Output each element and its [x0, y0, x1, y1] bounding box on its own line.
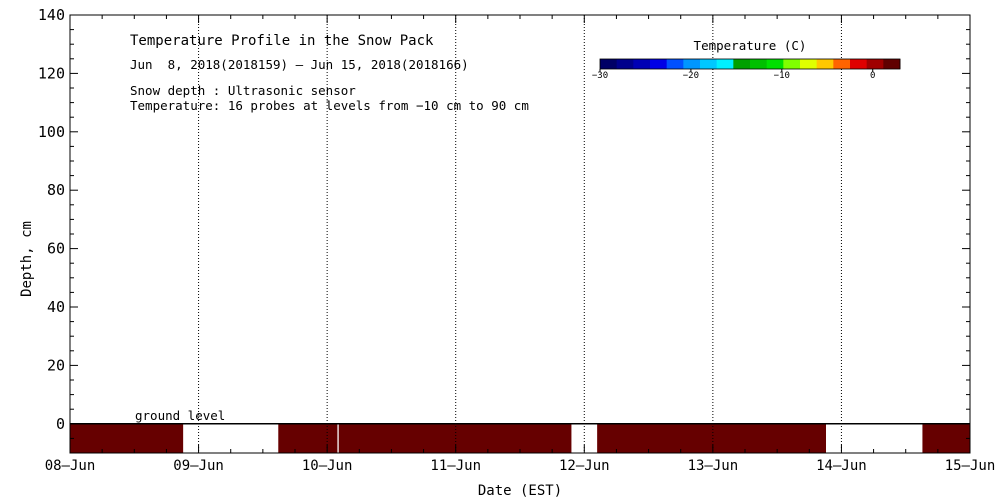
- colorbar-tick-label: −10: [774, 71, 790, 81]
- colorbar-cell: [850, 59, 868, 69]
- colorbar-tick-label: 0: [870, 71, 875, 81]
- x-tick-label: 15–Jun: [945, 458, 996, 474]
- colorbar-cell: [766, 59, 784, 69]
- colorbar-ticks: −30 −20 −10 0: [592, 69, 875, 81]
- note-snow-depth: Snow depth : Ultrasonic sensor: [130, 83, 356, 98]
- ground-level-label: ground level: [135, 408, 225, 423]
- colorbar-cell: [683, 59, 701, 69]
- colorbar-cell: [600, 59, 618, 69]
- colorbar-cell: [816, 59, 834, 69]
- y-tick-label: 120: [38, 64, 65, 82]
- colorbar-cell: [650, 59, 668, 69]
- x-tick-label: 08–Jun: [45, 458, 96, 474]
- chart-title: Temperature Profile in the Snow Pack: [130, 33, 434, 49]
- colorbar-cell: [666, 59, 684, 69]
- y-tick-label: 100: [38, 123, 65, 141]
- y-tick-label: 0: [56, 415, 65, 433]
- heat-cell-0: [70, 423, 184, 453]
- colorbar-cell: [883, 59, 901, 69]
- heatmap-layer: [70, 423, 970, 453]
- grid-layer: [70, 15, 970, 453]
- colorbar-cell: [866, 59, 884, 69]
- heat-cell-3: [597, 423, 826, 453]
- y-axis-label: Depth, cm: [19, 221, 35, 297]
- y-tick-label: 60: [47, 240, 65, 258]
- colorbar-cells: [599, 58, 901, 70]
- y-tick-label: 80: [47, 181, 65, 199]
- colorbar-title: Temperature (C): [694, 38, 807, 53]
- colorbar-tick-label: −30: [592, 71, 608, 81]
- colorbar-frame: [599, 58, 901, 70]
- colorbar: Temperature (C) −30 −20 −10 0: [592, 38, 901, 81]
- colorbar-cell: [733, 59, 751, 69]
- y-tick-label: 20: [47, 356, 65, 374]
- x-tick-label: 12–Jun: [559, 458, 610, 474]
- x-tick-label: 11–Jun: [430, 458, 481, 474]
- y-tick-label: 140: [38, 6, 65, 24]
- x-axis: 08–Jun 09–Jun 10–Jun 11–Jun 12–Jun 13–Jun 14–J…: [45, 15, 996, 474]
- y-axis: 0 20 40 60 80 100 120 140: [38, 6, 970, 454]
- colorbar-cell: [616, 59, 634, 69]
- y-tick-label: 40: [47, 298, 65, 316]
- x-tick-label: 14–Jun: [816, 458, 867, 474]
- x-tick-label: 10–Jun: [302, 458, 353, 474]
- colorbar-cell: [716, 59, 734, 69]
- x-axis-label: Date (EST): [478, 483, 562, 499]
- chart-subtitle: Jun 8, 2018(2018159) – Jun 15, 2018(2018…: [130, 57, 469, 72]
- colorbar-cell: [750, 59, 768, 69]
- x-tick-label: 13–Jun: [688, 458, 739, 474]
- heat-cell-1: [278, 423, 338, 453]
- colorbar-cell: [833, 59, 851, 69]
- note-temperature-probes: Temperature: 16 probes at levels from −1…: [130, 98, 529, 113]
- heat-cell-4: [922, 423, 970, 453]
- x-tick-label: 09–Jun: [173, 458, 224, 474]
- plot-frame: [69, 14, 971, 454]
- colorbar-cell: [783, 59, 801, 69]
- heat-cell-2: [338, 423, 572, 453]
- colorbar-cell: [700, 59, 718, 69]
- colorbar-cell: [633, 59, 651, 69]
- colorbar-tick-label: −20: [683, 71, 699, 81]
- colorbar-cell: [800, 59, 818, 69]
